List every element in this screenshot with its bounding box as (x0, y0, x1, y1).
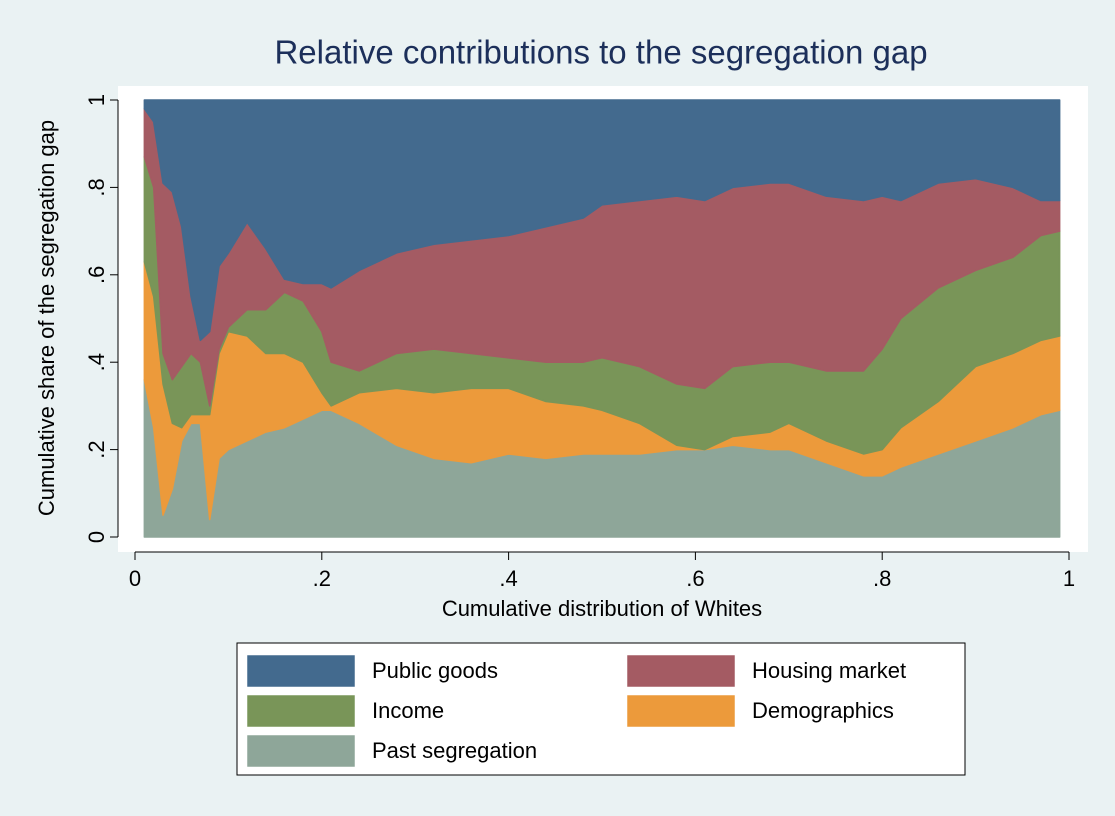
x-tick-label: 1 (1063, 566, 1075, 591)
y-tick-label: 0 (84, 531, 109, 543)
legend-label: Income (372, 698, 444, 723)
legend-label: Housing market (752, 658, 906, 683)
legend (236, 642, 966, 776)
legend-swatch (247, 735, 355, 767)
chart-title: Relative contributions to the segregatio… (274, 34, 927, 71)
legend-label: Public goods (372, 658, 498, 683)
area (143, 99, 1061, 342)
legend-label: Demographics (752, 698, 894, 723)
x-tick-label: .2 (313, 566, 331, 591)
y-tick-label: .8 (84, 178, 109, 196)
y-axis-title: Cumulative share of the segregation gap (34, 120, 59, 516)
legend-label: Past segregation (372, 738, 537, 763)
legend-swatch (627, 695, 735, 727)
y-tick-label: .4 (84, 353, 109, 371)
legend-swatch (247, 695, 355, 727)
x-tick-label: .8 (873, 566, 891, 591)
x-tick-label: .6 (686, 566, 704, 591)
y-tick-label: .6 (84, 266, 109, 284)
x-axis-title: Cumulative distribution of Whites (442, 596, 762, 621)
legend-swatch (627, 655, 735, 687)
y-tick-label: .2 (84, 440, 109, 458)
legend-swatch (247, 655, 355, 687)
x-tick-label: 0 (129, 566, 141, 591)
y-tick-label: 1 (84, 94, 109, 106)
x-tick-label: .4 (499, 566, 517, 591)
